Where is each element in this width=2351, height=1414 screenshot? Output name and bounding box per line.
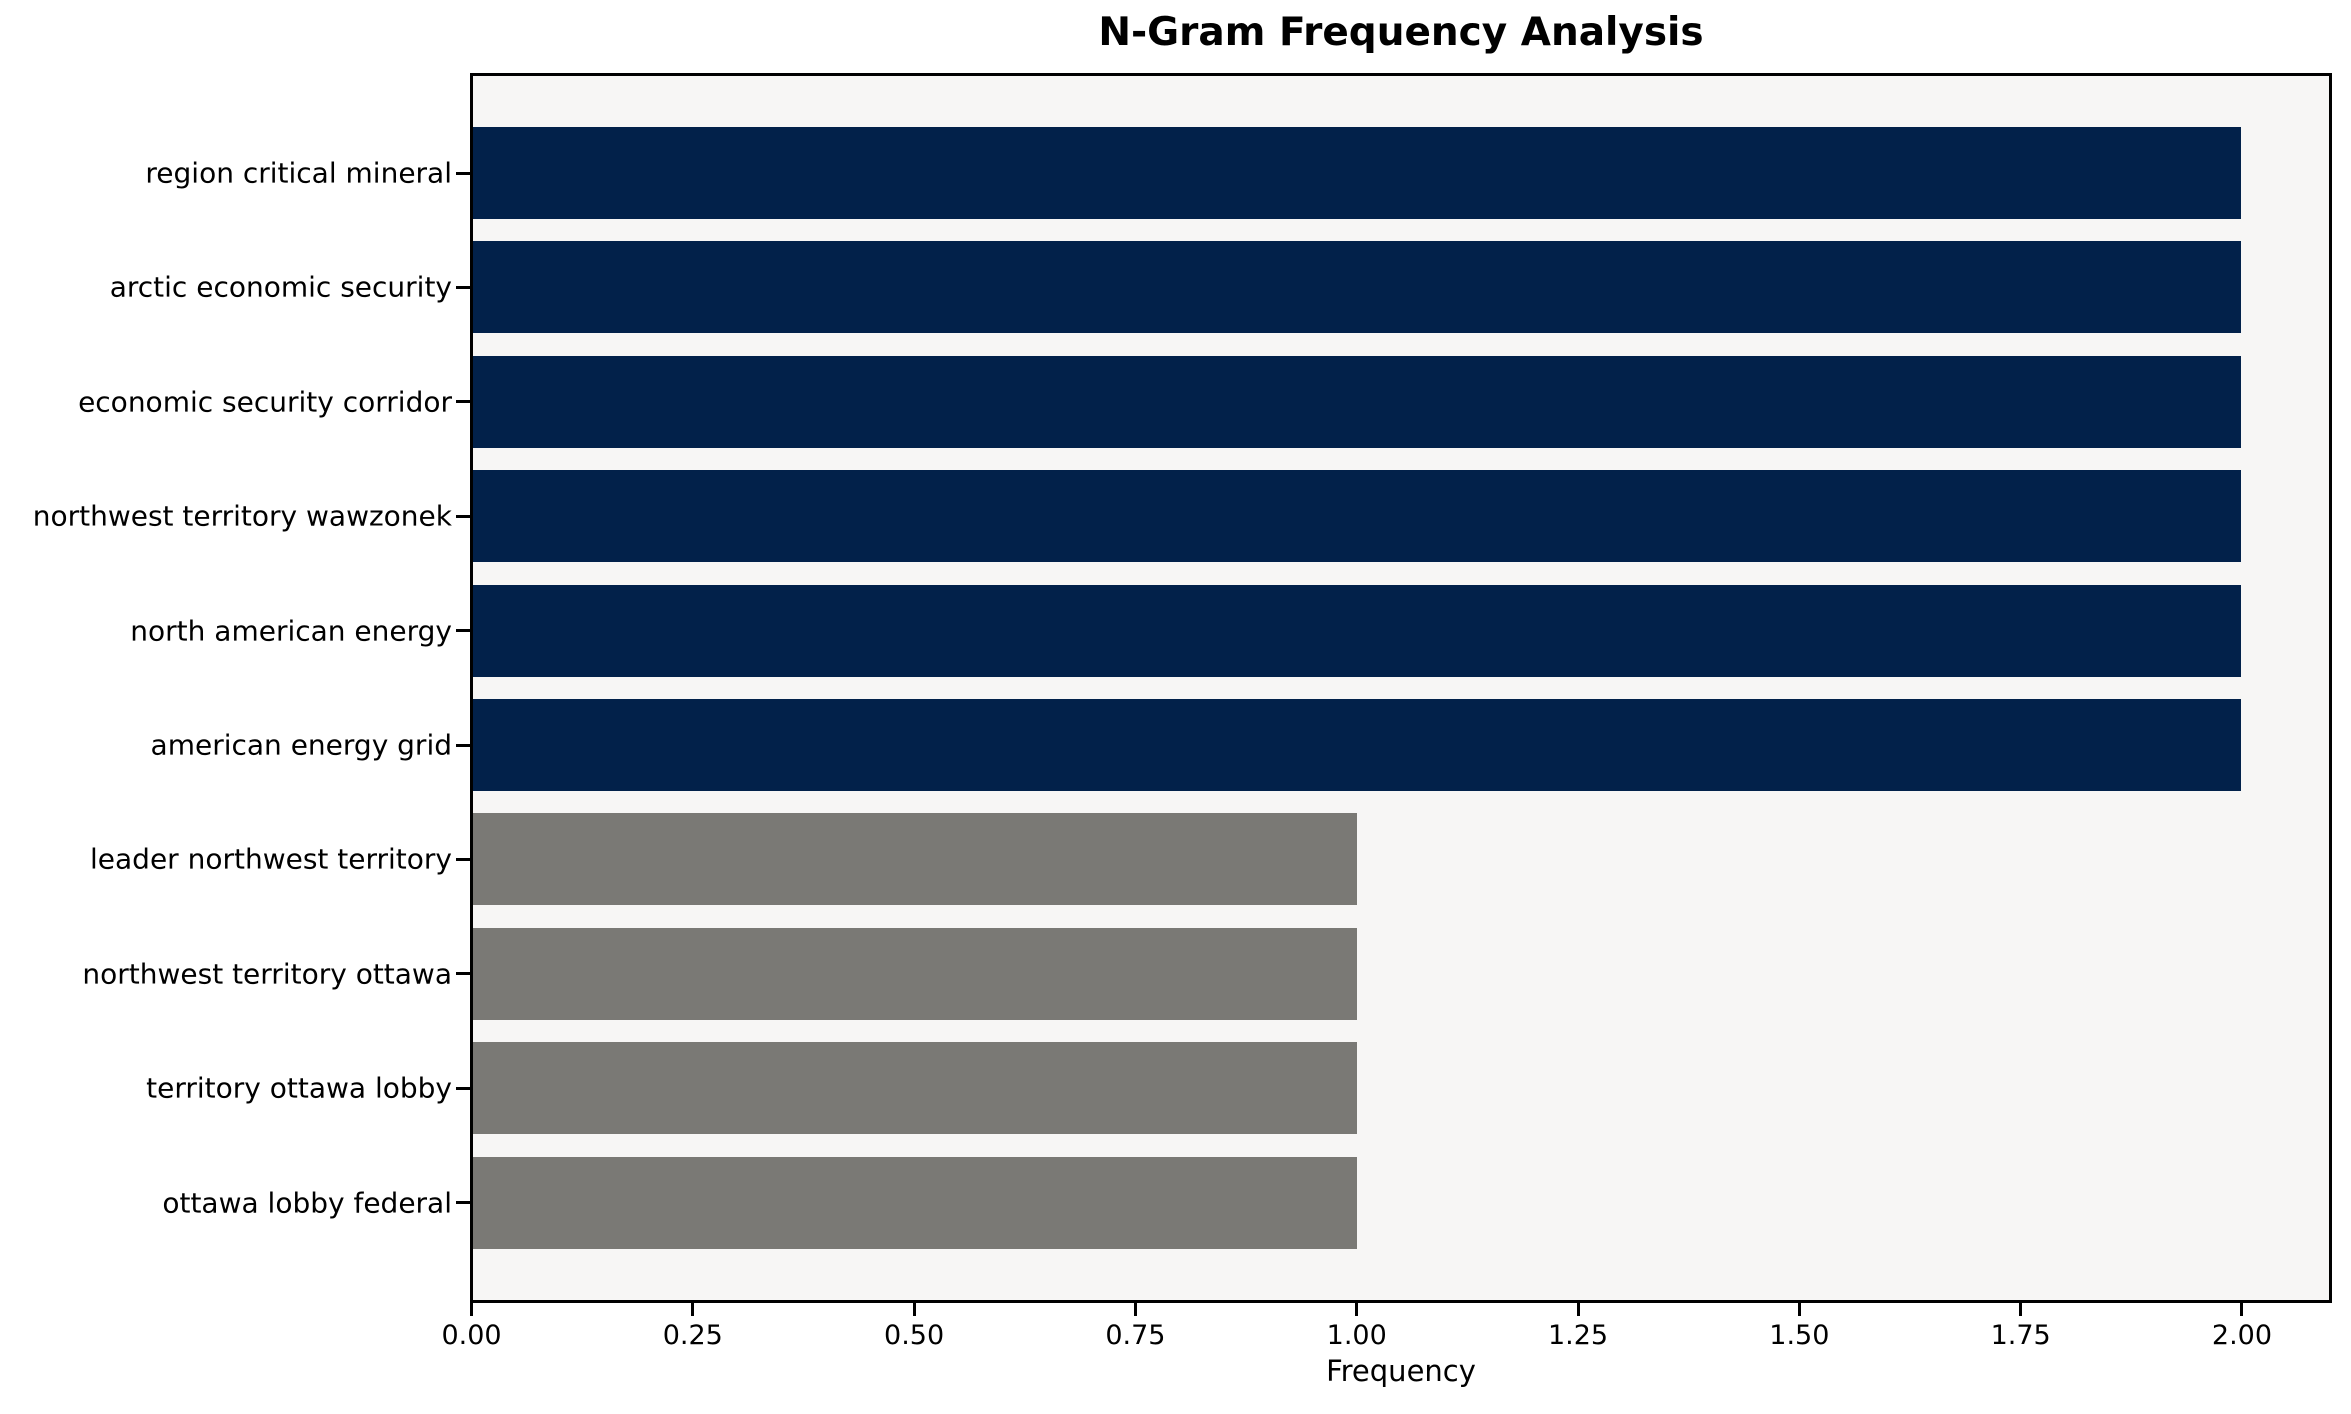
bar-1 xyxy=(473,127,2241,219)
y-tick-mark xyxy=(456,972,470,976)
chart-title: N-Gram Frequency Analysis xyxy=(1098,10,1704,55)
x-tick-label: 0.25 xyxy=(662,1320,723,1351)
x-tick-mark xyxy=(912,1303,916,1316)
y-tick-label: leader northwest territory xyxy=(90,842,452,876)
plot-area xyxy=(470,73,2332,1303)
y-tick-label: northwest territory wawzonek xyxy=(32,499,452,533)
x-tick-label: 1.50 xyxy=(1769,1320,1830,1351)
x-tick-label: 1.25 xyxy=(1547,1320,1609,1351)
x-tick-label: 1.00 xyxy=(1326,1320,1387,1351)
y-tick-mark xyxy=(456,857,470,861)
bar-2 xyxy=(473,241,2241,334)
y-tick-label: economic security corridor xyxy=(78,385,452,419)
y-tick-label: region critical mineral xyxy=(145,156,452,190)
bar-10 xyxy=(473,1156,1357,1249)
x-tick-mark xyxy=(691,1303,695,1316)
x-tick-mark xyxy=(2240,1303,2244,1316)
bar-9 xyxy=(473,1042,1357,1135)
bar-3 xyxy=(473,355,2241,448)
x-tick-label: 0.00 xyxy=(441,1320,502,1351)
bar-8 xyxy=(473,927,1357,1020)
x-tick-mark xyxy=(470,1303,473,1316)
y-tick-mark xyxy=(456,1086,470,1090)
y-tick-mark xyxy=(456,400,470,404)
y-tick-mark xyxy=(456,285,470,289)
y-tick-label: ottawa lobby federal xyxy=(162,1186,452,1220)
x-tick-label: 2.00 xyxy=(2211,1320,2273,1351)
x-tick-mark xyxy=(1576,1303,1580,1316)
x-tick-label: 0.50 xyxy=(884,1320,945,1351)
bar-4 xyxy=(473,470,2241,563)
y-tick-label: northwest territory ottawa xyxy=(82,957,452,991)
x-tick-mark xyxy=(2019,1303,2023,1316)
y-tick-label: territory ottawa lobby xyxy=(146,1071,452,1105)
y-tick-mark xyxy=(456,629,470,633)
x-tick-label: 1.75 xyxy=(1990,1320,2051,1351)
y-tick-mark xyxy=(456,514,470,518)
x-tick-mark xyxy=(1355,1303,1359,1316)
x-axis-label: Frequency xyxy=(1326,1354,1476,1388)
y-tick-label: north american energy xyxy=(130,614,452,648)
bar-7 xyxy=(473,813,1357,906)
y-tick-label: american energy grid xyxy=(150,728,452,762)
bar-5 xyxy=(473,584,2241,677)
y-tick-label: arctic economic security xyxy=(109,270,452,304)
y-tick-mark xyxy=(456,1201,470,1205)
x-tick-mark xyxy=(1133,1303,1137,1316)
y-tick-mark xyxy=(456,171,470,175)
x-tick-label: 0.75 xyxy=(1105,1320,1166,1351)
bar-6 xyxy=(473,699,2241,791)
y-tick-mark xyxy=(456,743,470,747)
x-tick-mark xyxy=(1797,1303,1801,1316)
